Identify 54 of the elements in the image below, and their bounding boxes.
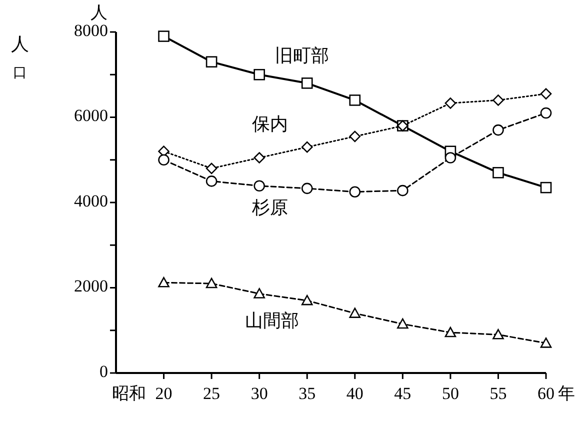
point: [158, 276, 170, 288]
point: [301, 182, 313, 194]
point: [540, 182, 552, 194]
y-tick-label: 0: [100, 362, 108, 381]
point: [254, 68, 265, 80]
y-tick-label: 2000: [74, 276, 108, 296]
point: [444, 326, 456, 338]
series-label: 保内: [252, 114, 288, 134]
point: [349, 130, 361, 142]
text: 人: [90, 2, 108, 22]
x-tick-label: 35: [298, 384, 316, 403]
point: [397, 184, 408, 196]
x-tick-label: 60: [538, 384, 554, 403]
point: [206, 162, 218, 174]
point: [158, 30, 170, 42]
point: [492, 94, 504, 106]
y-tick-label: 8000: [74, 20, 108, 40]
point: [444, 98, 456, 109]
point: [158, 154, 170, 166]
series-label: 旧町部: [275, 45, 330, 66]
series-label: 杉原: [251, 198, 288, 218]
point: [254, 180, 265, 192]
y-tick-label: 4000: [74, 191, 108, 210]
point: [301, 141, 313, 153]
point: [206, 278, 218, 288]
x-tick-label: 30: [250, 384, 268, 403]
x-tick-label: 25: [203, 384, 220, 403]
point: [254, 152, 265, 164]
point: [254, 288, 265, 298]
series-label: 山間部: [245, 310, 300, 331]
x-axis-title: 年: [558, 384, 575, 403]
y-tick-label: 6000: [74, 106, 108, 126]
x-tick-label: 45: [394, 384, 412, 403]
point: [492, 167, 504, 178]
point: [301, 78, 313, 89]
point: [540, 107, 552, 119]
x-tick-label: 40: [346, 384, 364, 403]
x-tick-label: 20: [155, 384, 172, 403]
point: [492, 124, 504, 136]
point: [349, 186, 361, 198]
point: [444, 152, 456, 164]
x-tick-label: 50: [442, 384, 459, 403]
point: [349, 94, 361, 106]
point: [301, 294, 313, 306]
point: [206, 56, 218, 68]
point: [540, 338, 552, 348]
x-tick-label: 55: [490, 384, 507, 403]
point: [540, 88, 552, 100]
point: [349, 308, 361, 318]
point: [397, 318, 408, 329]
text: 昭和: [112, 384, 146, 403]
y-axis-title: 人口: [11, 34, 29, 82]
point: [492, 328, 504, 340]
point: [206, 176, 218, 187]
